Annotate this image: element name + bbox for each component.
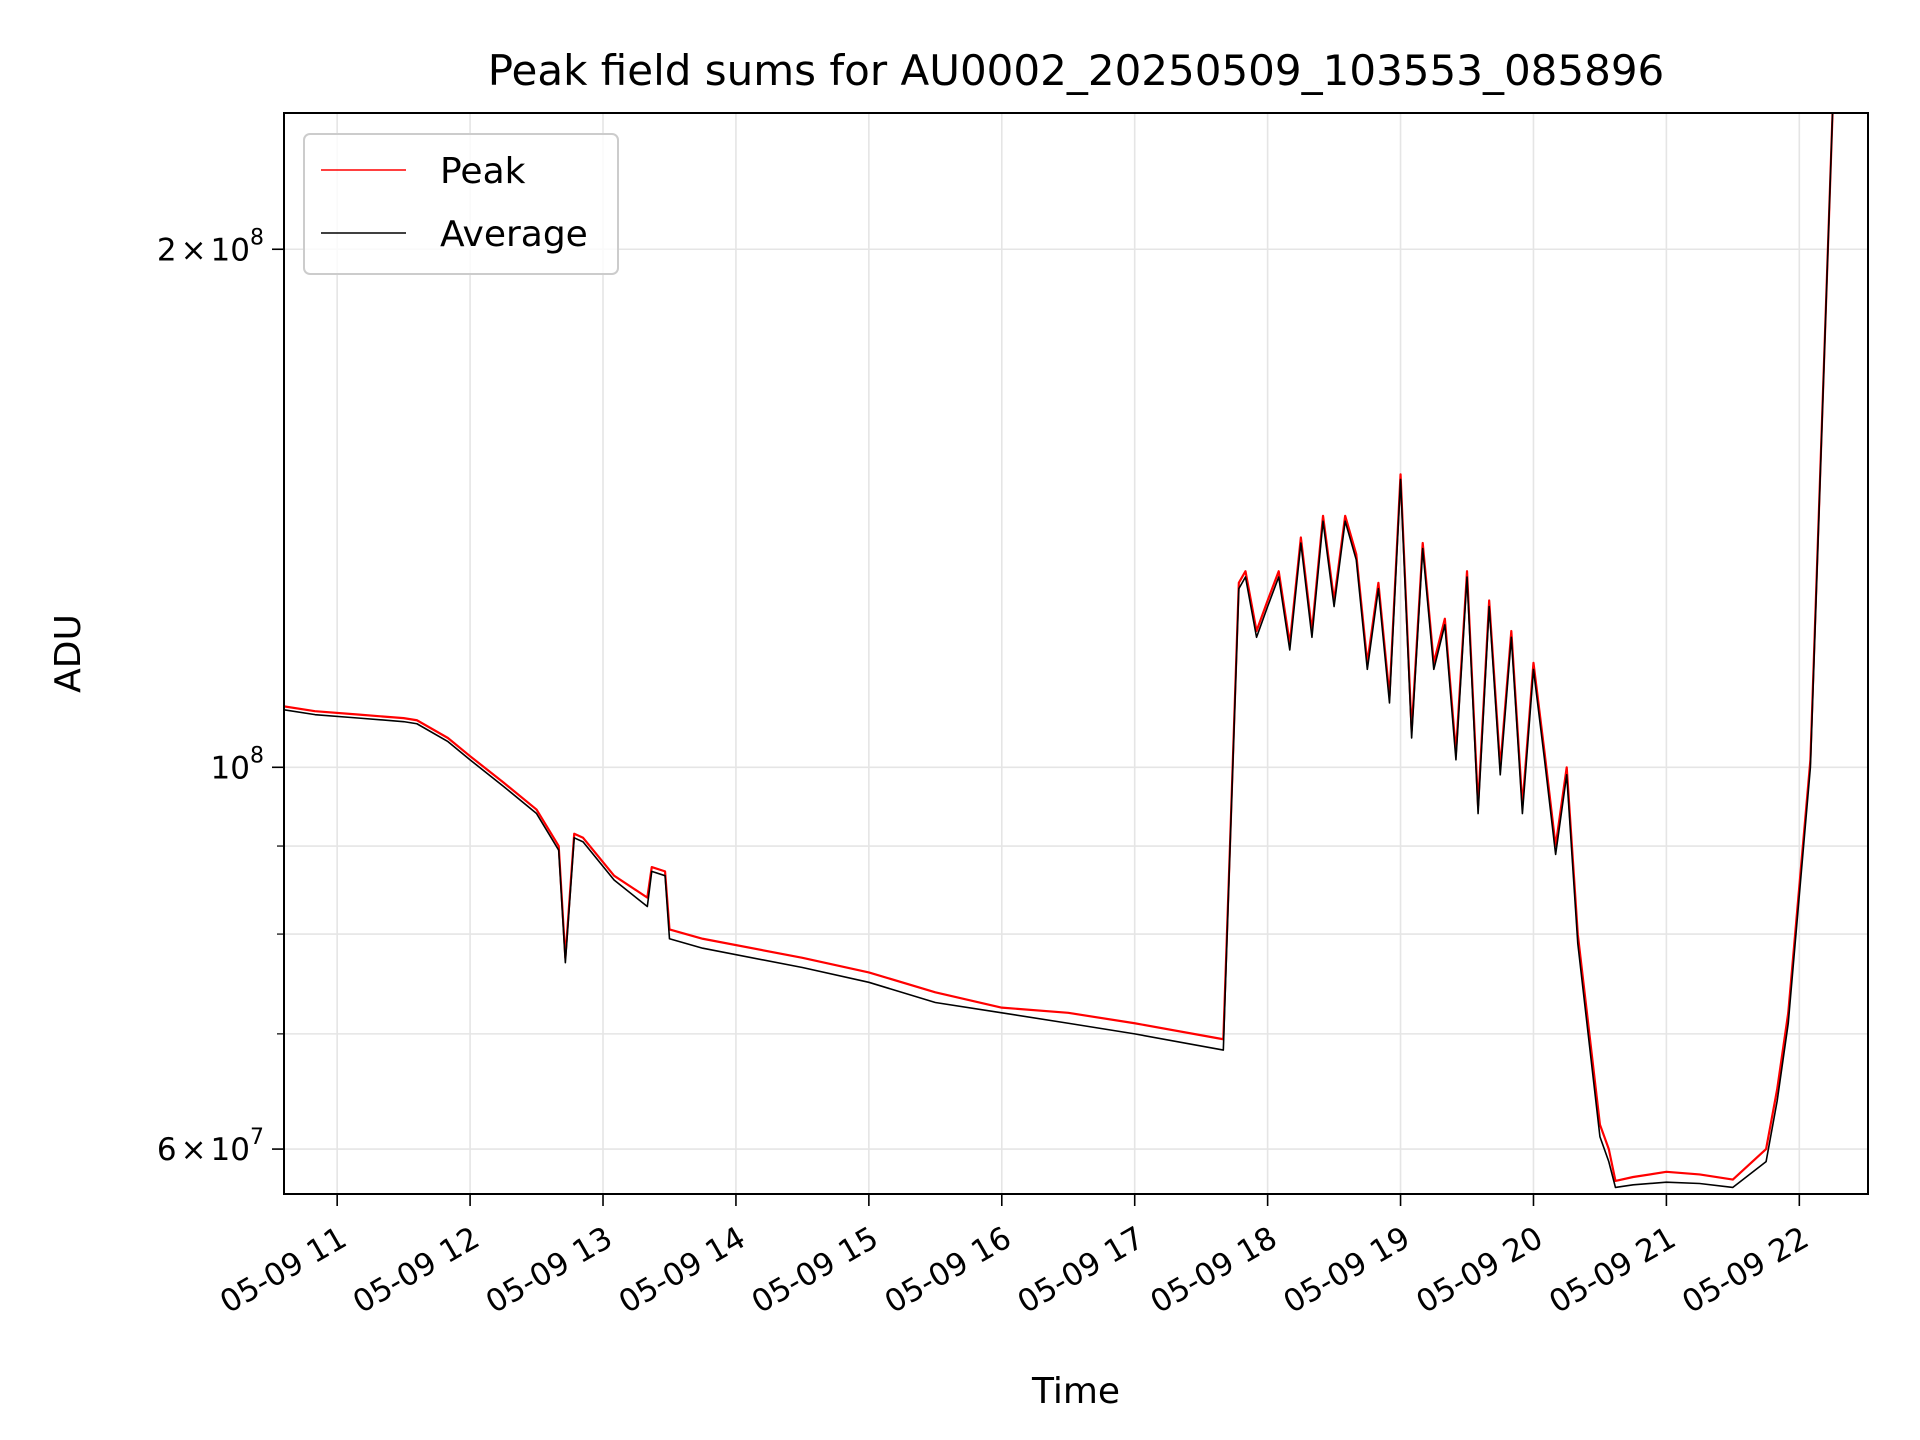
y-tick-label-base: 2 <box>157 232 177 268</box>
series-line-average <box>284 113 1834 1189</box>
y-axis-label: ADU <box>48 614 89 693</box>
x-axis-label: Time <box>1031 1371 1120 1412</box>
legend-box <box>303 133 619 275</box>
chart-title: Peak field sums for AU0002_20250509_1035… <box>488 46 1665 95</box>
series-line-peak <box>284 113 1834 1182</box>
series-layer <box>284 113 1834 1189</box>
legend-label-average: Average <box>440 214 588 255</box>
y-tick-label: 108 <box>211 743 264 786</box>
legend-label-peak: Peak <box>440 151 526 192</box>
y-tick-label: 6 × 107 <box>157 1125 264 1168</box>
y-tick-label-times: × <box>181 1132 207 1168</box>
y-tick-label-exponent: 8 <box>250 743 264 768</box>
y-tick-label-base: 6 <box>157 1132 177 1168</box>
legend: Peak Average <box>303 133 619 275</box>
y-tick-label-times: × <box>181 232 207 268</box>
y-tick-label-exponent: 7 <box>250 1125 264 1150</box>
y-tick-label-ten: 10 <box>211 1132 250 1168</box>
y-tick-label-exponent: 8 <box>250 225 264 250</box>
y-tick-label-ten: 10 <box>211 232 250 268</box>
y-tick-label: 2 × 108 <box>157 225 264 268</box>
plot-frame <box>283 112 1869 1195</box>
y-tick-label-ten: 10 <box>211 750 250 786</box>
